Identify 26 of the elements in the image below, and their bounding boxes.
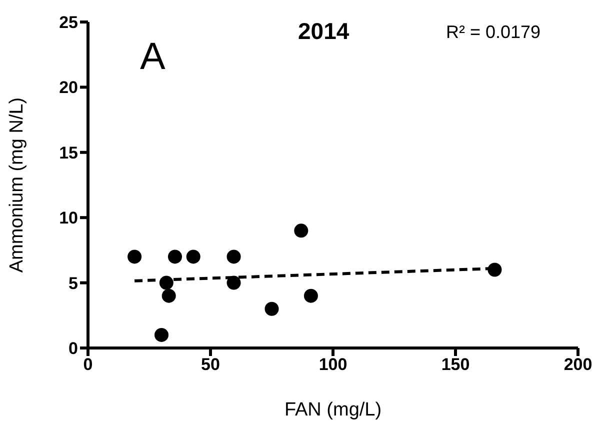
point: [186, 250, 200, 264]
point: [226, 276, 241, 290]
x-tick-label: 0: [83, 355, 93, 374]
annotation: R² = 0.0179: [446, 22, 541, 43]
point: [168, 250, 182, 264]
y-tick-label: 15: [59, 143, 78, 162]
point: [128, 250, 142, 264]
x-tick-label: 100: [318, 355, 348, 374]
x-tick-label: 150: [441, 355, 470, 374]
point: [226, 250, 241, 264]
point: [304, 288, 318, 303]
y-tick-label: 25: [59, 13, 78, 32]
point: [154, 328, 168, 342]
y-axis-title: Ammonium (mg N/L): [6, 97, 28, 273]
x-tick-label: 50: [201, 355, 220, 374]
point: [294, 224, 308, 238]
y-tick-label: 10: [59, 208, 78, 228]
y-tick-label: 0: [68, 339, 78, 358]
x-axis-title: FAN (mg/L): [284, 399, 382, 420]
y-tick-label: 5: [68, 274, 78, 293]
point: [162, 288, 176, 303]
point: [264, 302, 279, 316]
chart-title: 2014: [298, 18, 350, 45]
x-tick-label: 200: [564, 355, 592, 374]
y-tick-label: 20: [59, 78, 78, 98]
annotation: A: [140, 36, 166, 79]
